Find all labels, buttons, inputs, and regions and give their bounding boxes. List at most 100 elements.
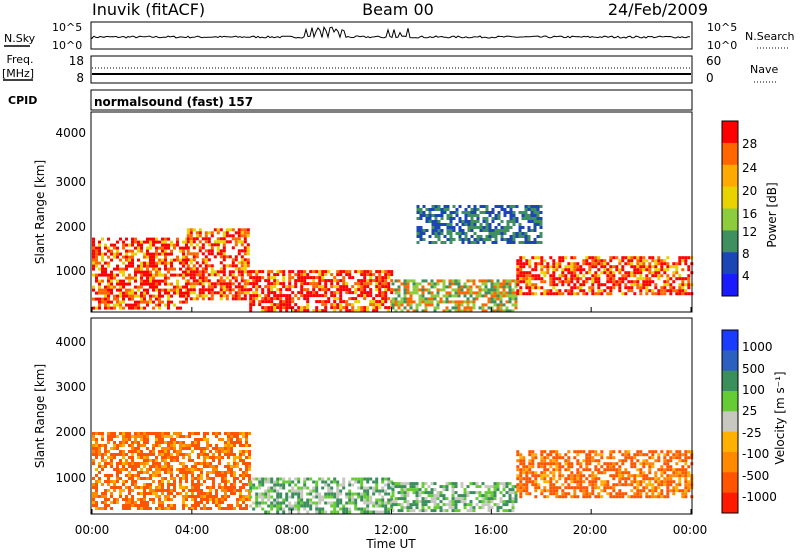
echo-cell (303, 294, 307, 298)
echo-cell (455, 214, 459, 217)
echo-cell (92, 261, 95, 265)
echo-cell (394, 297, 398, 301)
echo-cell (285, 498, 289, 502)
velocity-ytick-1000: 1000 (55, 471, 86, 485)
echo-cell (203, 453, 206, 456)
echo-cell (437, 229, 441, 232)
echo-cell (261, 480, 265, 484)
echo-cell (104, 270, 107, 274)
echo-cell (203, 432, 206, 435)
echo-cell (387, 507, 391, 511)
echo-cell (182, 504, 185, 507)
echo-cell (167, 246, 170, 250)
echo-cell (227, 444, 230, 447)
echo-cell (125, 435, 128, 438)
echo-cell (140, 261, 143, 265)
echo-cell (419, 208, 423, 211)
echo-cell (636, 259, 640, 263)
echo-cell (449, 232, 453, 235)
echo-cell (422, 211, 426, 214)
echo-cell (252, 285, 256, 289)
echo-cell (227, 456, 230, 459)
echo-cell (330, 501, 334, 505)
echo-cell (397, 291, 401, 295)
echo-cell (533, 214, 537, 217)
echo-cell (182, 246, 185, 250)
echo-cell (173, 480, 176, 483)
echo-cell (152, 471, 155, 474)
echo-cell (143, 441, 146, 444)
echo-cell (534, 486, 538, 490)
echo-cell (209, 507, 212, 510)
echo-cell (158, 435, 161, 438)
echo-cell (466, 297, 470, 301)
echo-cell (101, 444, 104, 447)
echo-cell (173, 303, 176, 307)
echo-cell (511, 503, 515, 507)
echo-cell (558, 474, 562, 478)
echo-cell (366, 489, 370, 493)
echo-cell (660, 489, 664, 493)
echo-cell (594, 480, 598, 484)
echo-cell (519, 453, 523, 457)
echo-cell (125, 498, 128, 501)
echo-cell (110, 249, 113, 253)
echo-cell (522, 483, 526, 487)
echo-cell (487, 291, 491, 295)
echo-cell (191, 483, 194, 486)
echo-cell (354, 291, 358, 295)
echo-cell (503, 226, 507, 229)
echo-cell (454, 485, 458, 489)
echo-cell (312, 309, 316, 313)
echo-cell (463, 500, 467, 504)
echo-cell (321, 273, 325, 277)
echo-cell (95, 483, 98, 486)
echo-cell (418, 288, 422, 292)
echo-cell (576, 262, 580, 266)
echo-cell (525, 474, 529, 478)
echo-cell (666, 262, 670, 266)
echo-cell (315, 501, 319, 505)
echo-cell (179, 267, 182, 271)
echo-cell (454, 503, 458, 507)
echo-cell (558, 495, 562, 499)
echo-cell (511, 294, 515, 298)
echo-cell (140, 486, 143, 489)
echo-cell (403, 300, 407, 304)
echo-cell (430, 291, 434, 295)
echo-cell (484, 503, 488, 507)
echo-cell (179, 468, 182, 471)
echo-cell (179, 492, 182, 495)
echo-cell (140, 273, 143, 277)
echo-cell (600, 483, 604, 487)
echo-cell (336, 501, 340, 505)
echo-cell (354, 492, 358, 496)
echo-cell (612, 489, 616, 493)
echo-cell (95, 480, 98, 483)
echo-cell (146, 507, 149, 510)
echo-cell (442, 488, 446, 492)
echo-cell (110, 435, 113, 438)
echo-cell (357, 282, 361, 286)
echo-cell (421, 506, 425, 510)
echo-cell (464, 211, 468, 214)
echo-cell (155, 444, 158, 447)
echo-cell (195, 279, 199, 283)
echo-cell (570, 289, 574, 293)
echo-cell (561, 489, 565, 493)
echo-cell (552, 483, 556, 487)
echo-cell (158, 465, 161, 468)
echo-cell (167, 288, 170, 292)
echo-cell (363, 489, 367, 493)
echo-cell (360, 507, 364, 511)
echo-cell (173, 438, 176, 441)
echo-cell (200, 471, 203, 474)
echo-cell (609, 259, 613, 263)
echo-cell (457, 294, 461, 298)
echo-cell (170, 282, 173, 286)
echo-cell (267, 486, 271, 490)
echo-cell (391, 500, 395, 504)
echo-cell (627, 274, 631, 278)
echo-cell (303, 507, 307, 511)
echo-cell (642, 453, 646, 457)
